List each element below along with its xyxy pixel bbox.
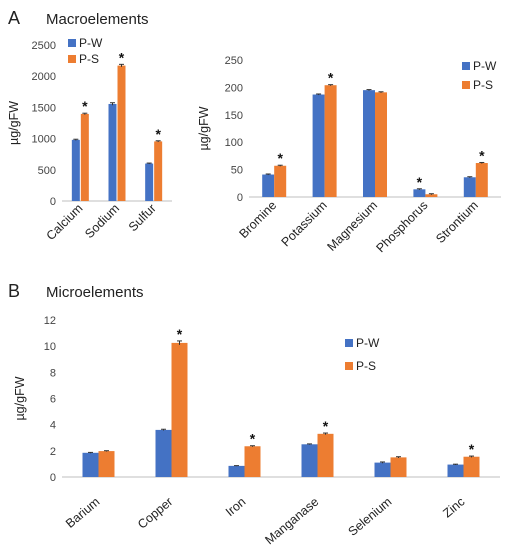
significance-star: * bbox=[155, 126, 161, 142]
significance-star: * bbox=[277, 150, 283, 166]
bar-p-s-magnesium bbox=[375, 92, 387, 197]
y-axis-label: µg/gFW bbox=[13, 376, 27, 420]
y-tick-label: 2000 bbox=[32, 71, 56, 83]
category-label: Bromine bbox=[237, 198, 280, 241]
y-tick-label: 2500 bbox=[32, 40, 56, 52]
y-tick-label: 8 bbox=[50, 367, 56, 379]
legend-label-p-w: P-W bbox=[356, 336, 380, 350]
bar-p-w-selenium bbox=[374, 462, 391, 477]
legend-swatch-p-s bbox=[462, 81, 470, 89]
bar-p-w-calcium bbox=[71, 139, 80, 201]
y-tick-label: 500 bbox=[38, 165, 56, 177]
legend-label-p-w: P-W bbox=[473, 59, 497, 73]
legend-label-p-s: P-S bbox=[79, 52, 99, 66]
category-label: Manganase bbox=[262, 495, 321, 548]
y-tick-label: 0 bbox=[50, 472, 56, 484]
y-tick-label: 0 bbox=[50, 196, 56, 208]
y-tick-label: 10 bbox=[44, 341, 56, 353]
y-tick-label: 1500 bbox=[32, 102, 56, 114]
bar-p-s-bromine bbox=[274, 165, 287, 197]
significance-star: * bbox=[250, 431, 256, 447]
bar-p-s-strontium bbox=[475, 163, 488, 197]
bar-p-w-barium bbox=[82, 452, 99, 477]
bar-p-s-copper bbox=[171, 342, 188, 477]
y-tick-label: 50 bbox=[231, 165, 243, 177]
bar-p-w-magnesium bbox=[363, 90, 375, 197]
y-tick-label: 12 bbox=[44, 315, 56, 327]
y-tick-label: 200 bbox=[225, 82, 243, 94]
category-label: Strontium bbox=[433, 198, 481, 246]
y-tick-label: 100 bbox=[225, 137, 243, 149]
significance-star: * bbox=[177, 326, 183, 342]
y-tick-label: 150 bbox=[225, 110, 243, 122]
significance-star: * bbox=[323, 418, 329, 434]
bar-p-s-iron bbox=[244, 446, 261, 477]
category-label: Barium bbox=[63, 495, 102, 531]
category-label: Phosphorus bbox=[373, 198, 430, 255]
legend-label-p-s: P-S bbox=[356, 359, 376, 373]
category-label: Magnesium bbox=[325, 198, 381, 254]
y-tick-label: 6 bbox=[50, 394, 56, 406]
bar-p-w-manganase bbox=[301, 444, 318, 477]
significance-star: * bbox=[119, 49, 125, 65]
bar-p-w-iron bbox=[228, 465, 245, 477]
chart-macro-right: 0 50 100 150 200 250 µg/gFW * Bromine * PotassiumM… bbox=[197, 55, 501, 255]
legend-swatch-p-w bbox=[68, 39, 76, 47]
bar-p-s-barium bbox=[98, 451, 115, 477]
bar-p-w-bromine bbox=[262, 174, 275, 197]
bar-p-s-phosphorus bbox=[425, 194, 438, 197]
legend-swatch-p-w bbox=[345, 339, 353, 347]
y-tick-label: 4 bbox=[50, 420, 56, 432]
bar-p-s-calcium bbox=[80, 113, 89, 201]
y-axis-label: µg/gFW bbox=[7, 101, 21, 145]
bar-p-w-phosphorus bbox=[413, 189, 426, 197]
bar-p-s-zinc bbox=[463, 456, 480, 477]
y-tick-label: 1000 bbox=[32, 134, 56, 146]
panel-b-letter: B bbox=[8, 281, 20, 301]
category-label: Sodium bbox=[82, 201, 122, 241]
bar-p-w-sodium bbox=[108, 103, 117, 201]
bar-p-w-copper bbox=[155, 429, 172, 477]
legend-swatch-p-w bbox=[462, 62, 470, 70]
panel-b-title: Microelements bbox=[46, 284, 144, 301]
bar-p-s-manganase bbox=[317, 433, 334, 477]
chart-micro: 0 2 4 6 8 10 12 µg/gFW Barium * Copper * Iron * Mangan… bbox=[13, 315, 500, 547]
y-tick-label: 250 bbox=[225, 55, 243, 67]
legend-swatch-p-s bbox=[68, 55, 76, 63]
bar-p-s-selenium bbox=[390, 457, 407, 477]
category-label: Sulfur bbox=[126, 201, 159, 234]
bar-p-w-zinc bbox=[447, 464, 464, 477]
significance-star: * bbox=[479, 147, 485, 163]
y-tick-label: 2 bbox=[50, 446, 56, 458]
bar-p-s-sodium bbox=[117, 65, 126, 201]
panel-a-letter: A bbox=[8, 8, 20, 28]
category-label: Zinc bbox=[440, 495, 467, 521]
category-label: Potassium bbox=[279, 198, 330, 249]
category-label: Copper bbox=[135, 495, 175, 532]
significance-star: * bbox=[82, 98, 88, 114]
y-axis-label: µg/gFW bbox=[197, 106, 211, 150]
legend-label-p-w: P-W bbox=[79, 36, 103, 50]
bar-p-w-strontium bbox=[463, 177, 476, 197]
bar-p-s-sulfur bbox=[154, 141, 163, 201]
legend-label-p-s: P-S bbox=[473, 78, 493, 92]
category-label: Selenium bbox=[345, 495, 394, 539]
panel-a-title: Macroelements bbox=[46, 11, 149, 28]
significance-star: * bbox=[417, 174, 423, 190]
significance-star: * bbox=[469, 441, 475, 457]
bar-p-w-sulfur bbox=[145, 163, 154, 201]
y-tick-label: 0 bbox=[237, 192, 243, 204]
significance-star: * bbox=[328, 70, 334, 86]
category-label: Iron bbox=[223, 495, 249, 520]
bar-p-w-potassium bbox=[312, 94, 325, 197]
legend-swatch-p-s bbox=[345, 362, 353, 370]
bar-p-s-potassium bbox=[324, 85, 337, 197]
